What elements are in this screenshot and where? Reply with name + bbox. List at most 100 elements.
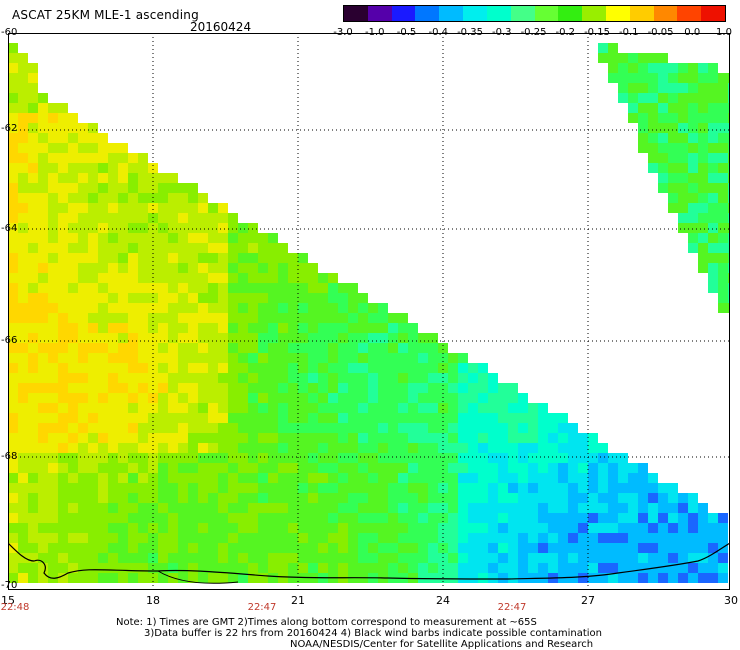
data-cell <box>58 433 68 443</box>
data-cell <box>108 543 118 553</box>
data-cell <box>638 523 648 533</box>
data-cell <box>18 433 28 443</box>
data-cell <box>328 363 338 373</box>
data-cell <box>138 443 148 453</box>
data-cell <box>348 323 358 333</box>
data-cell <box>428 433 438 443</box>
data-cell <box>468 493 478 503</box>
data-cell <box>168 333 178 343</box>
data-cell <box>198 493 208 503</box>
data-cell <box>368 503 378 513</box>
data-cell <box>118 283 128 293</box>
data-cell <box>598 53 608 63</box>
data-cell <box>428 503 438 513</box>
data-cell <box>58 473 68 483</box>
data-cell <box>618 453 628 463</box>
data-cell <box>458 413 468 423</box>
data-cell <box>28 383 38 393</box>
data-cell <box>58 133 68 143</box>
color-scale-label: 0.0 <box>684 27 701 38</box>
data-cell <box>378 523 388 533</box>
color-scale-swatch <box>582 6 606 21</box>
data-cell <box>498 443 508 453</box>
data-cell <box>138 353 148 363</box>
data-cell <box>708 183 718 193</box>
data-cell <box>308 453 318 463</box>
data-cell <box>358 443 368 453</box>
data-cell <box>428 383 438 393</box>
data-cell <box>138 553 148 563</box>
data-cell <box>98 133 108 143</box>
data-cell <box>8 483 18 493</box>
data-cell <box>118 223 128 233</box>
data-cell <box>128 203 138 213</box>
data-cell <box>348 283 358 293</box>
data-cell <box>58 453 68 463</box>
data-cell <box>208 523 218 533</box>
data-cell <box>58 313 68 323</box>
data-cell <box>198 543 208 553</box>
data-cell <box>308 443 318 453</box>
data-cell <box>198 373 208 383</box>
data-cell <box>248 223 258 233</box>
data-cell <box>248 283 258 293</box>
data-cell <box>668 513 678 523</box>
data-cell <box>118 473 128 483</box>
data-cell <box>158 433 168 443</box>
data-cell <box>668 523 678 533</box>
data-cell <box>638 133 648 143</box>
data-cell <box>658 573 668 583</box>
data-cell <box>248 303 258 313</box>
data-cell <box>328 393 338 403</box>
data-cell <box>8 243 18 253</box>
data-cell <box>118 293 128 303</box>
data-cell <box>298 273 308 283</box>
data-cell <box>398 453 408 463</box>
data-cell <box>18 263 28 273</box>
data-cell <box>528 513 538 523</box>
data-cell <box>238 283 248 293</box>
data-cell <box>188 363 198 373</box>
data-cell <box>18 493 28 503</box>
data-cell <box>288 493 298 503</box>
data-cell <box>188 483 198 493</box>
color-scale-label: -0.15 <box>584 27 610 38</box>
data-cell <box>398 343 408 353</box>
data-cell <box>48 323 58 333</box>
data-cell <box>68 443 78 453</box>
data-cell <box>328 433 338 443</box>
data-cell <box>28 233 38 243</box>
data-cell <box>168 393 178 403</box>
data-cell <box>88 543 98 553</box>
data-cell <box>38 383 48 393</box>
data-cell <box>238 363 248 373</box>
data-cell <box>108 503 118 513</box>
data-cell <box>318 303 328 313</box>
data-cell <box>88 303 98 313</box>
data-cell <box>698 223 708 233</box>
data-cell <box>358 533 368 543</box>
data-cell <box>128 473 138 483</box>
data-cell <box>68 483 78 493</box>
data-cell <box>278 483 288 493</box>
data-cell <box>228 223 238 233</box>
data-cell <box>548 433 558 443</box>
data-cell <box>608 473 618 483</box>
data-cell <box>198 563 208 573</box>
data-cell <box>558 523 568 533</box>
data-cell <box>48 363 58 373</box>
data-cell <box>598 473 608 483</box>
data-cell <box>478 463 488 473</box>
data-cell <box>348 373 358 383</box>
data-cell <box>28 243 38 253</box>
data-cell <box>308 533 318 543</box>
data-cell <box>168 323 178 333</box>
data-cell <box>458 423 468 433</box>
data-cell <box>668 103 678 113</box>
data-cell <box>88 143 98 153</box>
data-cell <box>598 553 608 563</box>
data-cell <box>688 113 698 123</box>
data-cell <box>258 233 268 243</box>
data-cell <box>548 513 558 523</box>
data-cell <box>498 563 508 573</box>
